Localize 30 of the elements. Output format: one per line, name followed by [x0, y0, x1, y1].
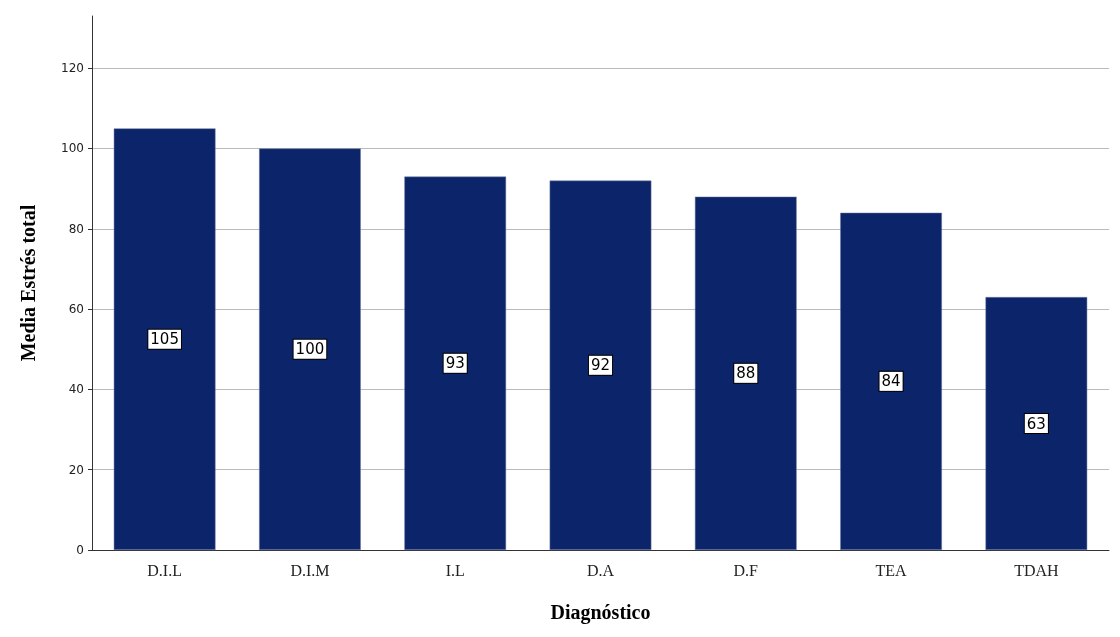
- y-tick-label: 100: [61, 141, 84, 156]
- x-tick-label: I.L: [445, 561, 465, 579]
- x-tick-label: TDAH: [1014, 561, 1060, 579]
- y-tick-label: 60: [68, 302, 84, 317]
- data-label: 63: [1026, 414, 1046, 433]
- data-label: 105: [150, 330, 179, 349]
- y-tick-label: 0: [76, 543, 84, 557]
- bar: [549, 180, 652, 550]
- bar: [113, 128, 216, 550]
- bar: [694, 196, 797, 550]
- y-tick-label: 40: [68, 382, 84, 397]
- x-tick-label: D.I.L: [147, 561, 182, 579]
- x-tick-label: D.A: [586, 561, 615, 579]
- x-tick-label: D.F: [733, 561, 759, 579]
- data-label: 93: [445, 354, 465, 373]
- x-axis-title: Diagnóstico: [550, 601, 651, 624]
- bar: [840, 212, 942, 550]
- data-label: 92: [590, 356, 611, 375]
- y-tick-label: 80: [68, 221, 84, 236]
- x-tick-label: TEA: [875, 561, 908, 579]
- y-tick-label: 120: [61, 61, 84, 76]
- data-label: 84: [881, 372, 901, 391]
- data-label: 88: [736, 364, 756, 383]
- bar: [985, 297, 1088, 550]
- data-label: 100: [295, 340, 325, 359]
- y-axis-title: Media Estrés total: [17, 204, 39, 362]
- y-tick-label: 20: [68, 462, 84, 477]
- x-tick-label: D.I.M: [290, 561, 330, 579]
- bar: [259, 148, 361, 550]
- bar: [404, 176, 507, 550]
